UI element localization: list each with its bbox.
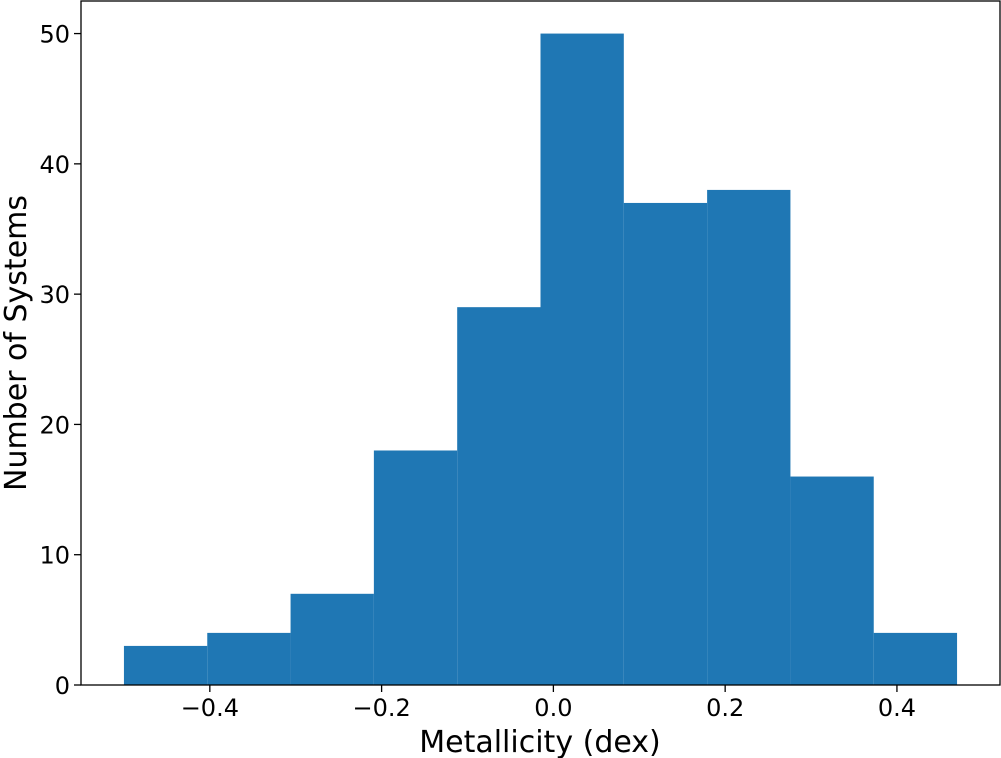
x-axis: −0.4 −0.2 0.0 0.2 0.4 <box>181 685 916 722</box>
histogram-bar-9 <box>873 632 958 685</box>
y-tick-label-3: 30 <box>39 281 70 309</box>
y-tick-label-2: 20 <box>39 411 70 439</box>
y-axis: 0 10 20 30 40 50 <box>39 21 81 700</box>
x-tick-label-4: 0.4 <box>878 694 916 722</box>
histogram-bar-8 <box>790 476 874 685</box>
y-tick-label-5: 50 <box>39 21 70 49</box>
x-axis-label: Metallicity (dex) <box>419 725 661 758</box>
y-tick-label-0: 0 <box>55 672 70 700</box>
y-tick-label-1: 10 <box>39 542 70 570</box>
histogram-bar-4 <box>457 307 541 685</box>
x-tick-label-3: 0.2 <box>706 694 744 722</box>
histogram-bar-2 <box>290 593 374 685</box>
x-tick-label-2: 0.0 <box>534 694 572 722</box>
histogram-bar-7 <box>707 189 791 685</box>
x-tick-label-1: −0.2 <box>352 694 410 722</box>
y-tick-label-4: 40 <box>39 151 70 179</box>
bars-group <box>123 33 958 686</box>
y-axis-label: Number of Systems <box>0 195 34 491</box>
histogram-bar-1 <box>207 632 291 685</box>
histogram-bar-0 <box>123 645 208 685</box>
x-tick-label-0: −0.4 <box>181 694 239 722</box>
histogram-bar-6 <box>623 202 708 685</box>
histogram-bar-3 <box>373 450 458 685</box>
plot-frame <box>80 0 1001 686</box>
histogram-bar-5 <box>540 33 624 686</box>
